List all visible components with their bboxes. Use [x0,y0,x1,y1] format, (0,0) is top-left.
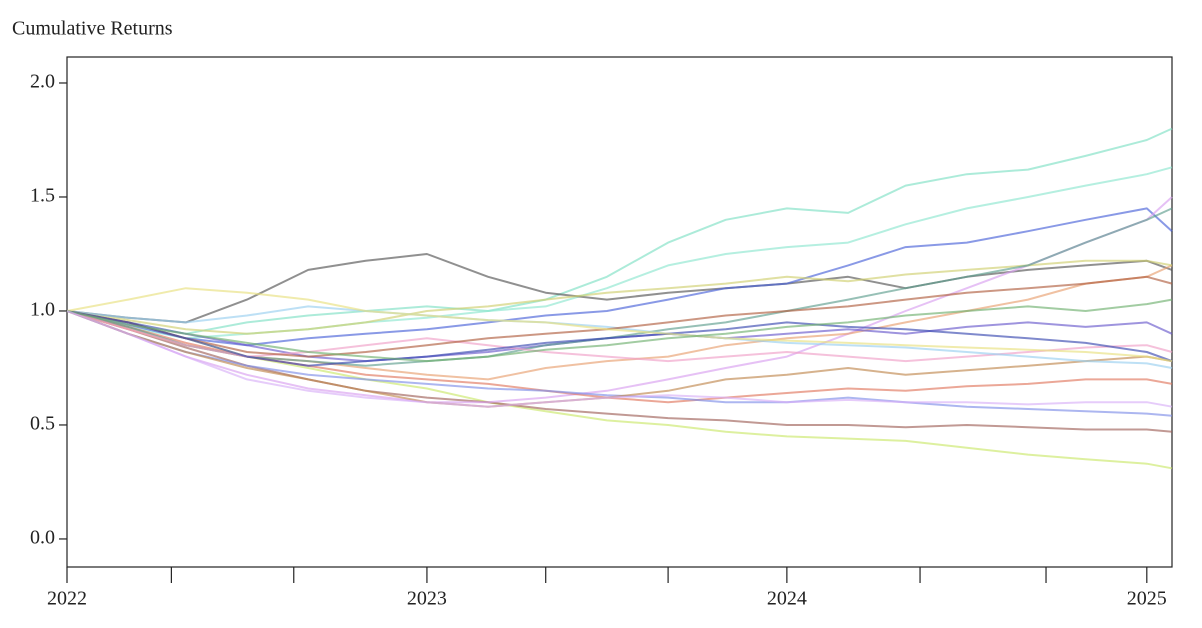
series-line [66,310,1173,367]
x-tick-label: 2022 [47,588,87,610]
series-line [66,259,1173,335]
series-line [66,310,1173,408]
chart-title: Cumulative Returns [12,18,173,40]
series-line [66,127,1173,335]
y-tick-label: 0.0 [30,527,55,549]
lines [66,127,1173,470]
series-line [66,275,1173,358]
series-line [66,253,1173,324]
x-tick-label: 2024 [767,588,807,610]
series-line [66,196,1173,404]
y-tick-label: 1.0 [30,299,55,321]
series-line [66,305,1173,369]
y-tick-label: 0.5 [30,413,55,435]
series-line [66,310,1173,408]
x-tick-label: 2025 [1127,588,1167,610]
series-line [66,166,1173,340]
series-line [66,310,1173,363]
series-line [66,287,1173,363]
x-tick-label: 2023 [407,588,447,610]
plot-frame [66,56,1173,568]
y-tick-label: 1.5 [30,185,55,207]
series-line [66,298,1173,363]
y-tick-label: 2.0 [30,71,55,93]
